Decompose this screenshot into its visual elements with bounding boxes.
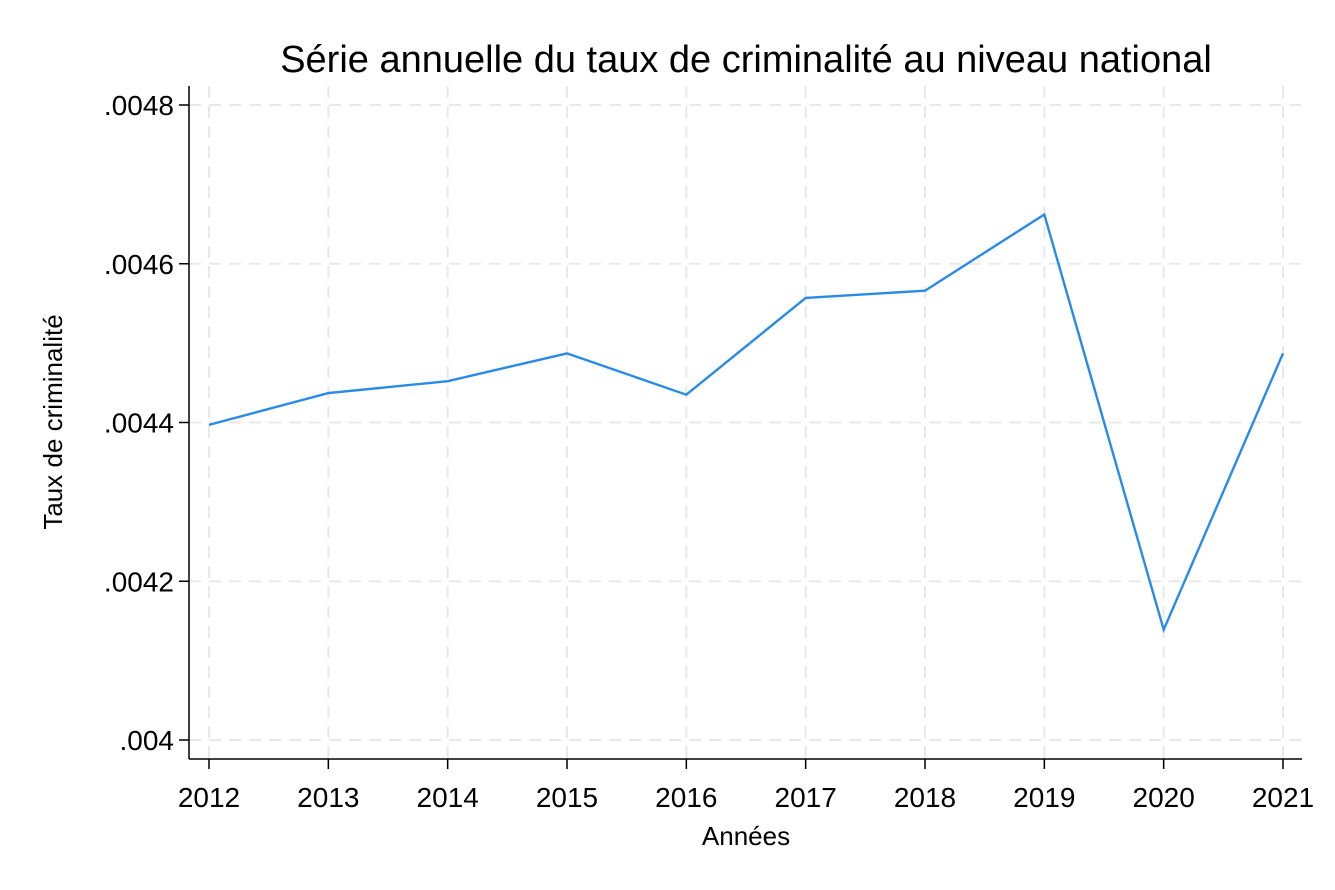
x-tick-label: 2019	[1013, 782, 1075, 813]
x-tick-label: 2017	[775, 782, 837, 813]
y-tick-label: .004	[120, 725, 175, 756]
y-tick-label: .0046	[104, 249, 174, 280]
x-tick-label: 2018	[894, 782, 956, 813]
y-tick-label: .0044	[104, 408, 174, 439]
x-tick-label: 2014	[417, 782, 479, 813]
x-tick-label: 2012	[178, 782, 240, 813]
axes: .004 .0042 .0044 .0046 .0048 2012 2013 2014 2015…	[104, 86, 1314, 813]
x-tick-label: 2020	[1133, 782, 1195, 813]
x-tick-label: 2016	[655, 782, 717, 813]
x-tick-label: 2021	[1252, 782, 1314, 813]
gridlines	[189, 86, 1302, 759]
x-tick-label: 2015	[536, 782, 598, 813]
x-axis-title: Années	[702, 821, 790, 851]
y-axis-title: Taux de criminalité	[38, 314, 68, 529]
y-tick-label: .0048	[104, 90, 174, 121]
series-line	[208, 212, 1285, 634]
x-tick-label: 2013	[297, 782, 359, 813]
y-tick-label: .0042	[104, 566, 174, 597]
series-layer	[208, 212, 1285, 634]
chart-title: Série annuelle du taux de criminalité au…	[280, 39, 1212, 81]
